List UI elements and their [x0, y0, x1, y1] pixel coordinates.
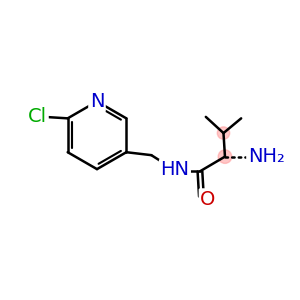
Text: HN: HN: [160, 160, 189, 179]
Text: O: O: [200, 190, 216, 209]
Text: Cl: Cl: [28, 107, 47, 126]
Text: NH₂: NH₂: [248, 147, 285, 166]
Text: N: N: [90, 92, 104, 111]
Circle shape: [217, 127, 230, 139]
Circle shape: [218, 150, 232, 164]
